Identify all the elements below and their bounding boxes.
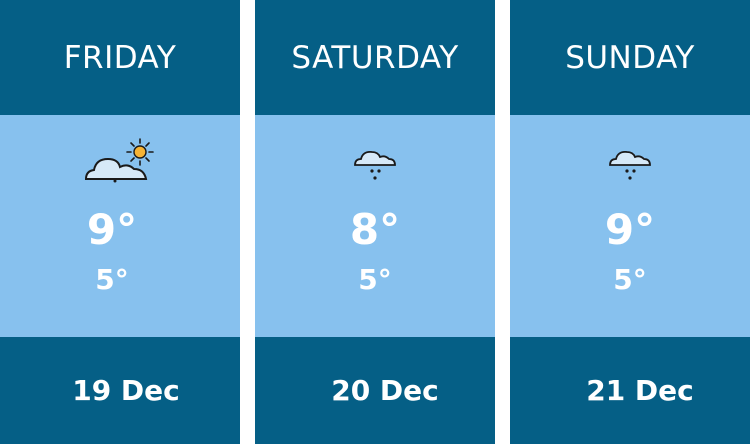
forecast-panel: 9° 5° bbox=[0, 115, 240, 337]
forecast-panel: 8° 5° bbox=[255, 115, 495, 337]
date-label: 20 Dec bbox=[255, 337, 495, 444]
partly-sunny-icon bbox=[84, 138, 154, 183]
rain-cloud-icon bbox=[609, 150, 651, 180]
forecast-panel: 9° 5° bbox=[510, 115, 750, 337]
day-card-sunday: SUNDAY 9° 5° 21 Dec bbox=[510, 0, 750, 444]
low-temperature: 5° bbox=[95, 263, 129, 296]
day-card-saturday: SATURDAY 8° 5° 20 Dec bbox=[255, 0, 495, 444]
high-temperature: 9° bbox=[86, 205, 138, 254]
day-name: SATURDAY bbox=[255, 0, 495, 115]
date-label: 21 Dec bbox=[510, 337, 750, 444]
high-temperature: 8° bbox=[349, 205, 401, 254]
day-name: FRIDAY bbox=[0, 0, 240, 115]
rain-cloud-icon bbox=[354, 150, 396, 180]
high-temperature: 9° bbox=[604, 205, 656, 254]
low-temperature: 5° bbox=[613, 263, 647, 296]
low-temperature: 5° bbox=[358, 263, 392, 296]
day-name: SUNDAY bbox=[510, 0, 750, 115]
date-label: 19 Dec bbox=[0, 337, 240, 444]
day-card-friday: FRIDAY 9° 5° 19 Dec bbox=[0, 0, 240, 444]
